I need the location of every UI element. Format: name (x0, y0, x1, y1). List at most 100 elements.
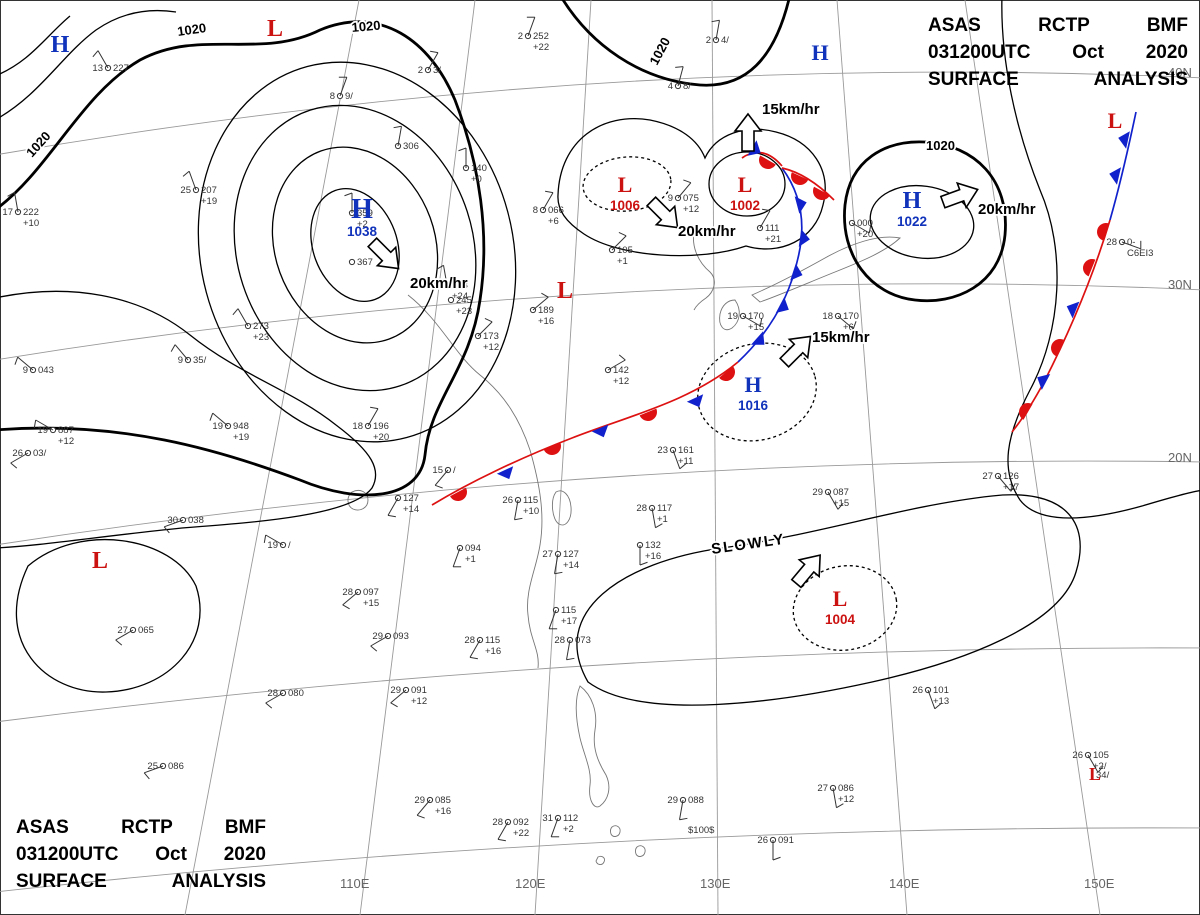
isobar-thin (271, 146, 439, 344)
movement-arrow (367, 237, 400, 270)
pressure-center-H: H (811, 40, 828, 65)
isobars (0, 0, 1200, 706)
svg-text:L: L (557, 278, 573, 304)
svg-text:8: 8 (330, 91, 335, 102)
svg-text:091: 091 (411, 685, 427, 696)
coastlines (347, 227, 901, 865)
warm-front-line (741, 151, 783, 167)
station-plot: 253+24 (436, 264, 468, 302)
movement-speed-label: 15km/hr (762, 101, 820, 118)
svg-text:359: 359 (357, 208, 373, 219)
svg-text:35/: 35/ (193, 355, 207, 366)
svg-text:1022: 1022 (897, 214, 927, 229)
svg-text:+12: +12 (483, 342, 499, 353)
station-plot: 29 085+16 (414, 795, 451, 819)
svg-text:03/: 03/ (33, 448, 47, 459)
svg-text:1002: 1002 (730, 198, 760, 213)
svg-text:073: 073 (575, 635, 591, 646)
svg-text:+22: +22 (513, 828, 529, 839)
svg-text:29: 29 (372, 631, 383, 642)
station-plot: 28 097+15 (342, 587, 379, 610)
station-plot: 29 087+15 (812, 487, 849, 510)
svg-text:196: 196 (373, 421, 389, 432)
title-block-top-right: ASAS RCTP BMF 031200UTC Oct 2020 SURFACE… (928, 12, 1188, 93)
svg-text:306: 306 (403, 141, 419, 152)
station-plot: 25 086 (143, 761, 184, 780)
isobar-dotted (792, 565, 898, 651)
cold-front-symbol (798, 229, 810, 247)
svg-text:085: 085 (435, 795, 451, 806)
station-plot: 4 8/ (668, 66, 691, 92)
latlon-label: 20N (1168, 450, 1192, 465)
svg-text:+14: +14 (403, 504, 419, 515)
svg-text:15: 15 (432, 465, 443, 476)
svg-text:+13: +13 (933, 696, 949, 707)
cold-front-symbol (1037, 374, 1051, 390)
svg-text:19: 19 (727, 311, 738, 322)
chart-title-line1: ASAS RCTP BMF (928, 15, 1188, 36)
latitude-line (0, 827, 1200, 892)
svg-text:+14: +14 (563, 560, 579, 571)
svg-text:142: 142 (613, 365, 629, 376)
station-plot: 23 161+11 (657, 445, 694, 470)
station-plot: 19 170+15 (727, 311, 764, 333)
svg-text:+20: +20 (857, 229, 873, 240)
latlon-label: 30N (1168, 277, 1192, 292)
coastline (407, 294, 543, 669)
warm-front-symbol (639, 408, 657, 421)
svg-text:086: 086 (838, 783, 854, 794)
svg-text:9: 9 (668, 193, 673, 204)
isobar-label: 1020 (176, 20, 207, 39)
svg-text:L: L (618, 172, 633, 197)
svg-text:26: 26 (757, 835, 768, 846)
svg-text:9: 9 (178, 355, 183, 366)
misc-text: 34/ (1096, 770, 1110, 781)
warm-front-symbol (791, 172, 809, 185)
svg-text:000: 000 (857, 218, 873, 229)
svg-text:19: 19 (37, 425, 48, 436)
svg-text:117: 117 (657, 503, 672, 514)
warm-front-line (431, 361, 739, 506)
station-plot: 094+1 (452, 543, 481, 568)
longitude-line (711, 0, 719, 915)
svg-text:105: 105 (1093, 750, 1109, 761)
cold-front-symbol (1109, 167, 1122, 185)
svg-text:+24: +24 (452, 291, 468, 302)
station-plot: 30 038 (163, 515, 204, 534)
svg-text:+16: +16 (538, 316, 554, 327)
warm-front-symbol (759, 155, 776, 169)
svg-text:065: 065 (138, 625, 154, 636)
cold-front-symbol (1066, 301, 1080, 319)
isobar-thin (0, 290, 377, 549)
svg-text:887: 887 (58, 425, 74, 436)
isobar-thin (0, 9, 177, 118)
svg-text:+10: +10 (23, 218, 39, 229)
svg-text:227: 227 (113, 63, 129, 74)
warm-front-symbol (1097, 223, 1110, 241)
svg-text:+12: +12 (683, 204, 699, 215)
movement-arrows: 20km/hr 20km/hr 15km/hr 20km/hr 15km/hr SLOWL… (367, 99, 1037, 589)
svg-text:367: 367 (357, 257, 373, 268)
station-plot: 245+23 (447, 295, 472, 317)
svg-text:140: 140 (471, 163, 487, 174)
pressure-center-L: L (557, 278, 573, 304)
svg-text:038: 038 (188, 515, 204, 526)
svg-text:+17: +17 (1003, 482, 1019, 493)
isobar-label: 1020 (646, 35, 673, 68)
movement-speed-label: 15km/hr (812, 329, 870, 346)
svg-text:23: 23 (657, 445, 668, 456)
latitude-line (0, 71, 1200, 155)
longitude-line (534, 0, 592, 915)
svg-text:28: 28 (636, 503, 647, 514)
svg-text:27: 27 (542, 549, 553, 560)
misc-text: $100$ (688, 825, 715, 836)
warm-front-symbol (1019, 403, 1033, 420)
cold-front-symbol (750, 331, 765, 345)
movement-arrow (733, 112, 763, 152)
station-plot: 31 112+2 (542, 813, 578, 838)
pressure-center-L: L (267, 16, 283, 42)
